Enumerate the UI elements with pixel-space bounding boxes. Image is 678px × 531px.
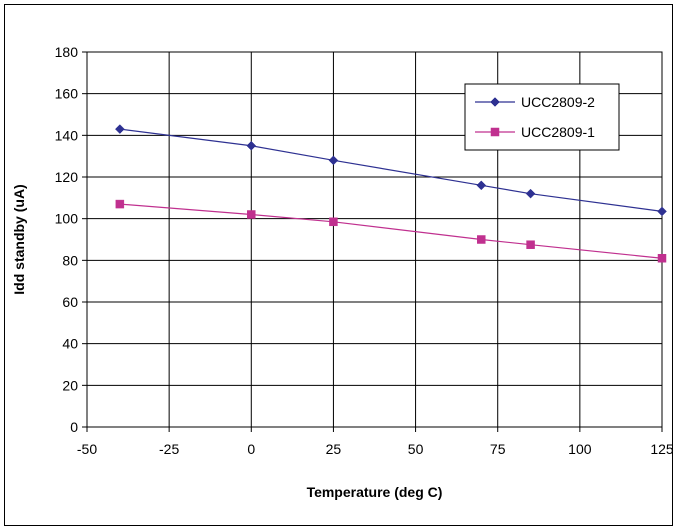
series-UCC2809-1 (115, 199, 667, 263)
legend: UCC2809-2 UCC2809-1 (464, 83, 620, 151)
x-tick-label: -25 (159, 441, 179, 457)
legend-item: UCC2809-1 (475, 124, 595, 140)
data-point (525, 188, 536, 199)
legend-item: UCC2809-2 (475, 94, 595, 110)
y-tick-label: 100 (55, 211, 79, 227)
legend-label: UCC2809-1 (521, 124, 595, 140)
y-axis-ticks: 0 20 40 60 80 100 120 140 160 180 (55, 44, 87, 435)
legend-box (464, 83, 620, 151)
legend-label: UCC2809-2 (521, 94, 595, 110)
data-point (490, 97, 500, 107)
data-point (476, 180, 487, 191)
x-tick-label: 25 (326, 441, 342, 457)
y-axis-title: Idd standby (uA) (11, 184, 27, 294)
x-axis-title: Temperature (deg C) (307, 484, 443, 500)
y-tick-label: 60 (62, 294, 78, 310)
x-tick-label: 50 (408, 441, 424, 457)
x-tick-label: 0 (247, 441, 255, 457)
data-point (526, 240, 535, 249)
y-tick-label: 180 (55, 44, 79, 60)
series-UCC2809-2 (115, 124, 667, 217)
y-tick-label: 120 (55, 169, 79, 185)
y-tick-label: 0 (70, 419, 78, 435)
x-axis-ticks: -50 -25 0 25 50 75 100 125 (77, 427, 674, 457)
y-tick-label: 80 (62, 252, 78, 268)
series (115, 124, 667, 263)
x-tick-label: 100 (568, 441, 592, 457)
data-point (247, 210, 256, 219)
x-tick-label: 75 (490, 441, 506, 457)
series-line (119, 128, 663, 212)
data-point (328, 155, 339, 166)
y-tick-label: 160 (55, 86, 79, 102)
data-point (246, 140, 257, 151)
y-tick-label: 140 (55, 127, 79, 143)
x-tick-label: -50 (77, 441, 97, 457)
plot-area (86, 51, 663, 428)
x-tick-label: 125 (650, 441, 674, 457)
data-point (657, 254, 667, 263)
data-point (490, 127, 500, 137)
data-point (657, 206, 667, 217)
y-tick-label: 40 (62, 336, 78, 352)
data-point (115, 199, 125, 209)
data-point (477, 235, 486, 244)
data-point (115, 124, 125, 134)
data-point (329, 217, 338, 227)
series-line (119, 203, 663, 259)
y-tick-label: 20 (62, 377, 78, 393)
